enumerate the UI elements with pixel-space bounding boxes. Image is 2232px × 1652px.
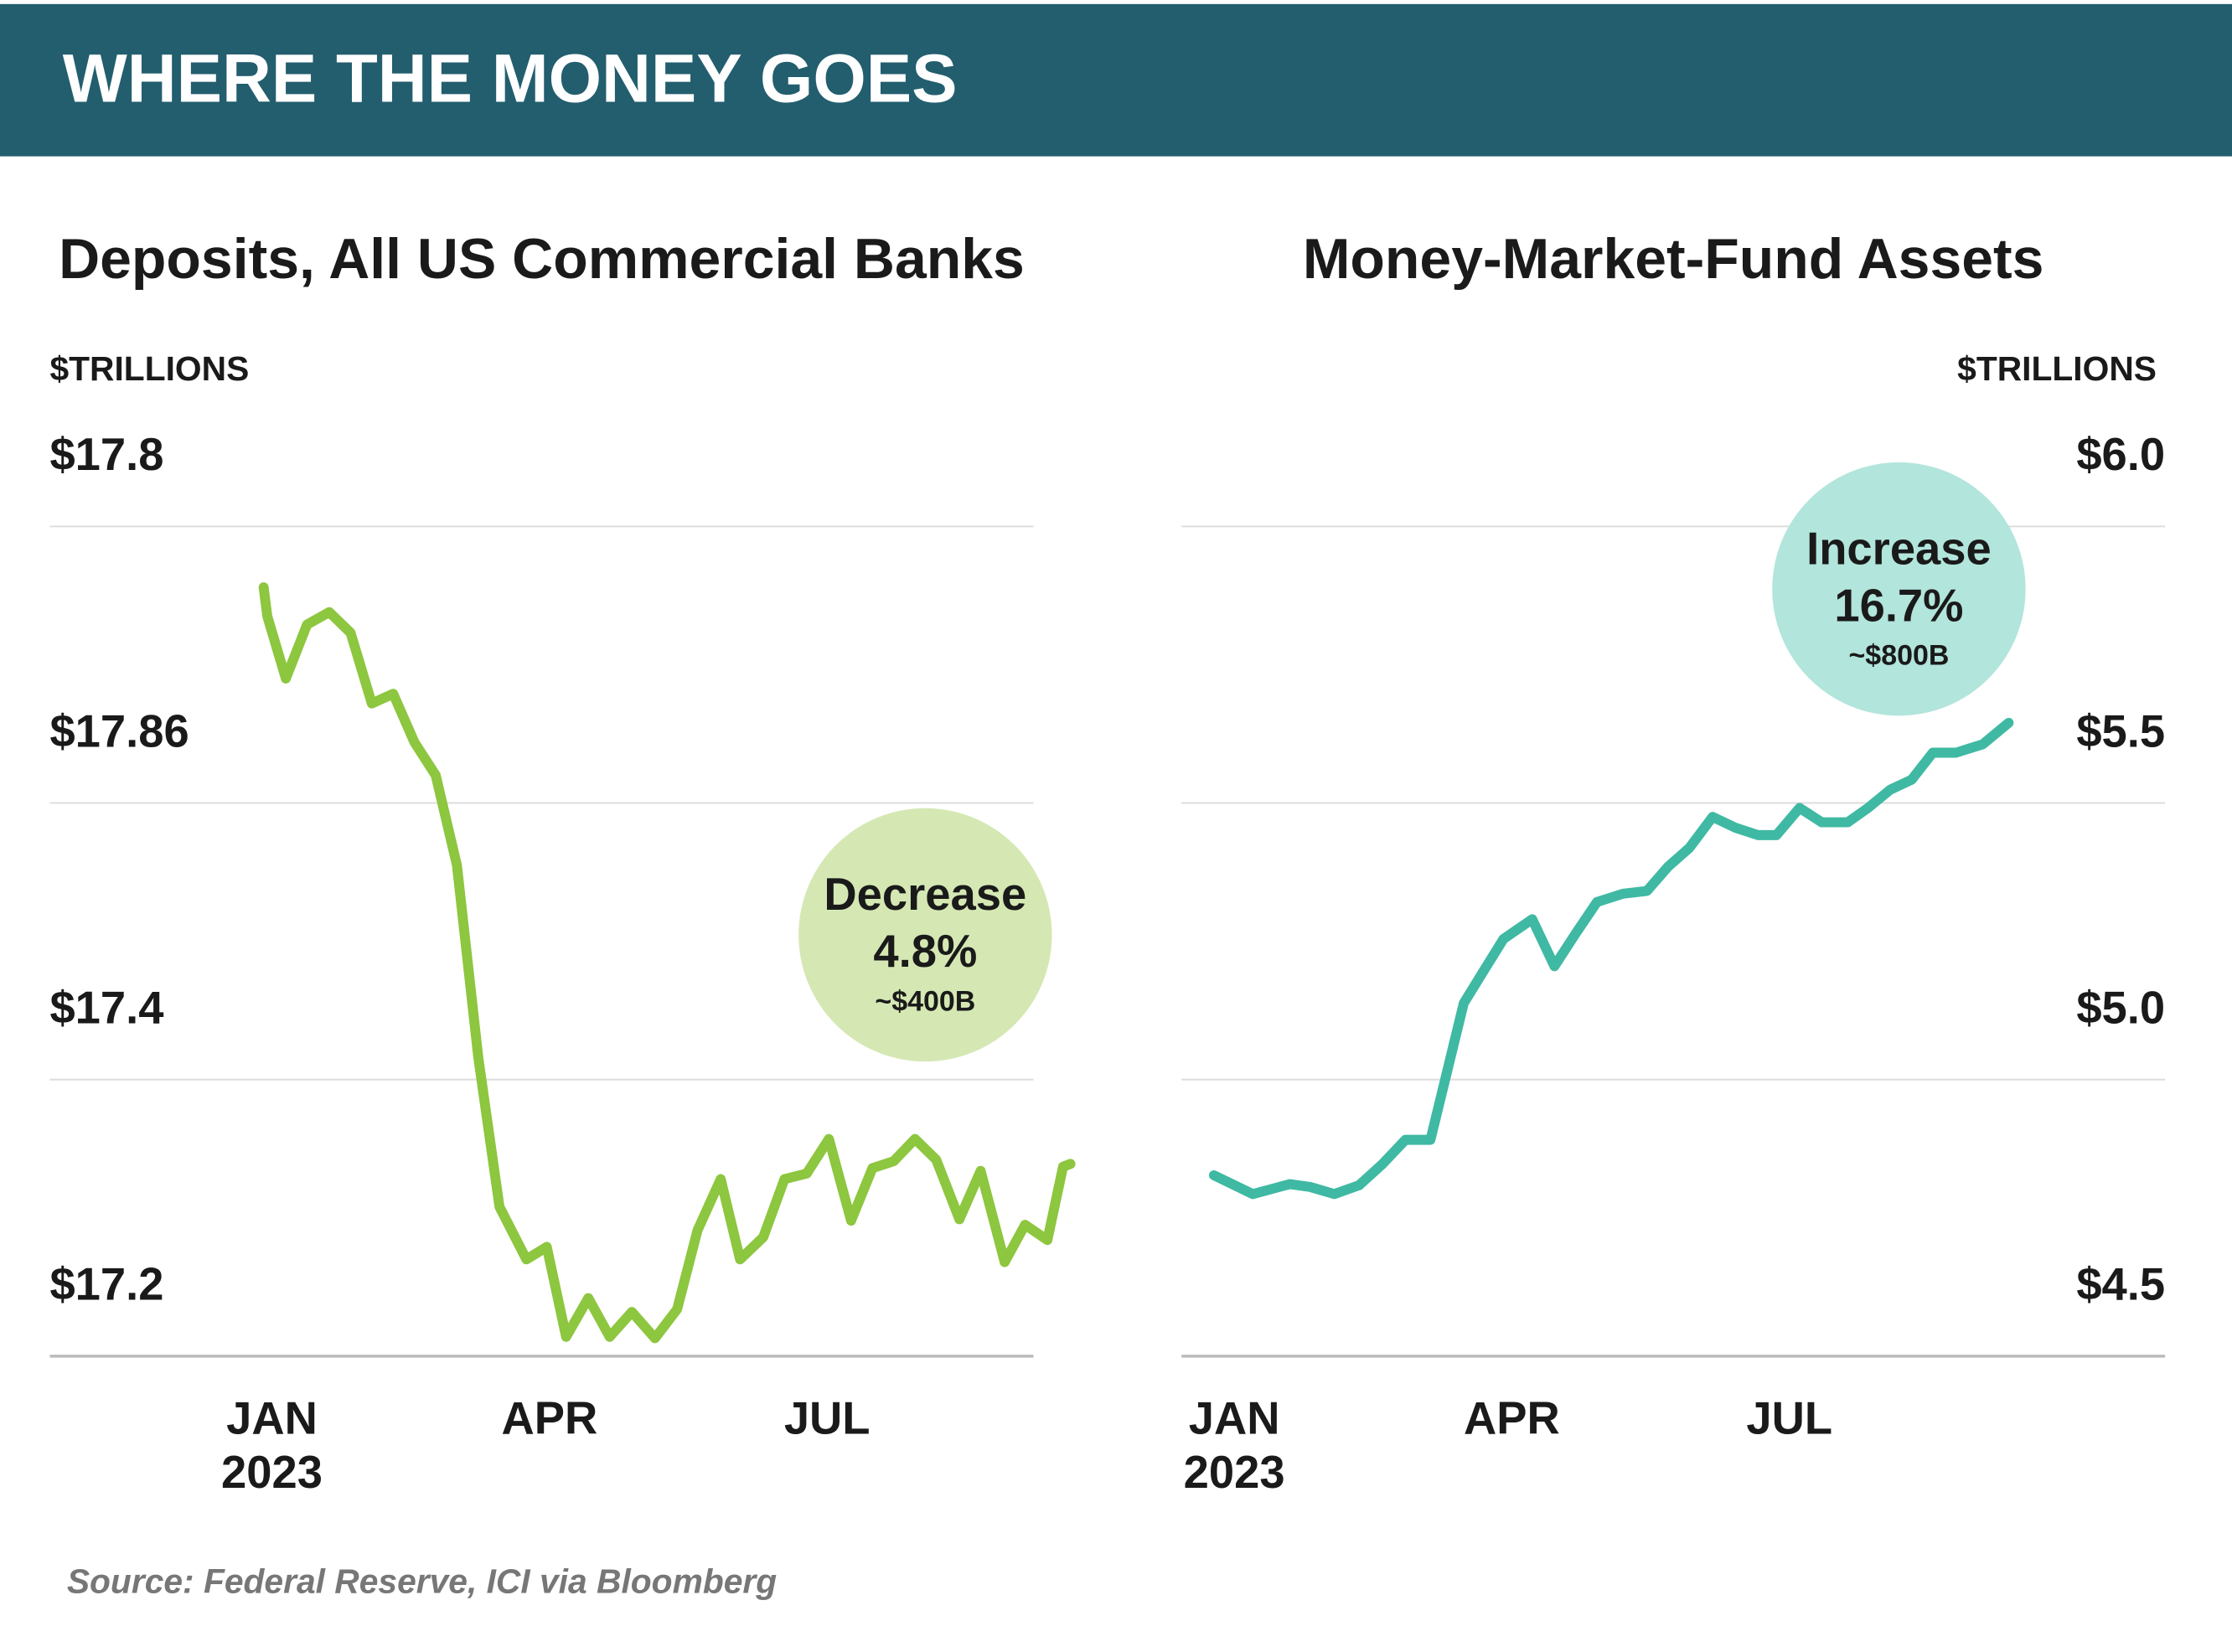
y-tick-label: $4.5	[2076, 1259, 2165, 1310]
x-tick-label: JAN	[226, 1392, 318, 1443]
y-axis-label: $TRILLIONS	[49, 349, 249, 388]
x-tick-label: JUL	[1746, 1392, 1832, 1443]
annotation-text: 4.8%	[873, 926, 977, 977]
y-tick-label: $17.4	[49, 983, 163, 1034]
y-axis-label: $TRILLIONS	[1957, 349, 2157, 388]
header-bar	[0, 3, 2232, 157]
header-title: WHERE THE MONEY GOES	[63, 41, 958, 117]
y-tick-label: $17.86	[49, 705, 189, 756]
y-tick-label: $5.0	[2076, 983, 2165, 1034]
annotation-text: Increase	[1806, 523, 1992, 574]
x-tick-label: APR	[501, 1392, 597, 1443]
data-line	[258, 582, 1076, 1344]
x-year-label: 2023	[221, 1447, 323, 1498]
source: Source: Federal Reserve, ICI via Bloombe…	[67, 1562, 777, 1600]
y-tick-label: $17.2	[49, 1259, 163, 1310]
chart-title: Deposits, All US Commercial Banks	[59, 227, 1025, 291]
x-tick-label: APR	[1464, 1392, 1560, 1443]
annotation-bubble	[798, 808, 1052, 1062]
chart-title: Money-Market-Fund Assets	[1303, 227, 2044, 291]
x-tick-label: JAN	[1189, 1392, 1280, 1443]
y-tick-label: $6.0	[2076, 429, 2165, 480]
x-tick-label: JUL	[784, 1392, 871, 1443]
annotation-text: 16.7%	[1834, 580, 1963, 631]
annotation-text: ~$800B	[1848, 640, 1949, 672]
annotation-text: ~$400B	[875, 985, 975, 1017]
data-line	[1208, 717, 2014, 1200]
y-tick-label: $5.5	[2076, 705, 2165, 756]
annotation-bubble	[1772, 462, 2026, 716]
x-year-label: 2023	[1184, 1447, 1285, 1498]
annotation-text: Decrease	[824, 869, 1026, 920]
y-tick-label: $17.8	[49, 429, 163, 480]
